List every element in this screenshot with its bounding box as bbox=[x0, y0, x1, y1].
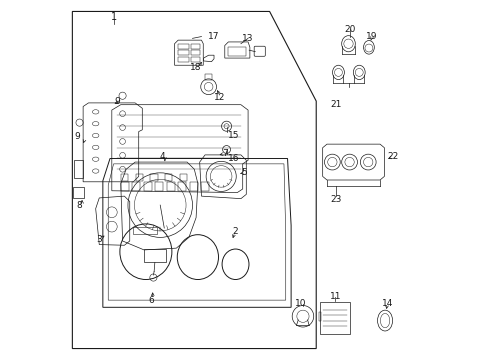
Bar bbox=[133, 227, 156, 234]
Text: 13: 13 bbox=[242, 34, 253, 43]
Bar bbox=[150, 174, 157, 181]
Text: 22: 22 bbox=[387, 152, 398, 161]
Text: 17: 17 bbox=[208, 32, 219, 41]
Text: 10: 10 bbox=[295, 299, 306, 308]
Bar bbox=[121, 174, 128, 181]
Text: 18: 18 bbox=[190, 63, 202, 72]
Text: 5: 5 bbox=[241, 168, 247, 177]
Text: 23: 23 bbox=[329, 195, 341, 204]
Text: 1: 1 bbox=[110, 12, 117, 22]
Bar bbox=[180, 174, 187, 181]
Bar bbox=[204, 74, 212, 80]
Bar bbox=[166, 182, 174, 191]
Text: 11: 11 bbox=[329, 292, 341, 301]
Bar bbox=[319, 302, 349, 334]
Text: 2: 2 bbox=[232, 228, 238, 237]
Text: 9: 9 bbox=[75, 132, 81, 141]
Bar bbox=[189, 182, 198, 191]
Text: 6: 6 bbox=[148, 296, 154, 305]
Bar bbox=[178, 182, 186, 191]
Bar bbox=[143, 182, 151, 191]
Bar bbox=[178, 57, 188, 62]
Text: 16: 16 bbox=[227, 154, 239, 163]
Bar bbox=[201, 182, 209, 191]
Text: 15: 15 bbox=[227, 131, 239, 140]
Bar bbox=[73, 187, 83, 198]
Bar bbox=[228, 47, 246, 56]
Bar bbox=[135, 174, 142, 181]
Text: 21: 21 bbox=[329, 100, 341, 109]
Text: 9: 9 bbox=[114, 96, 120, 105]
Bar bbox=[190, 44, 199, 49]
Bar bbox=[144, 249, 165, 262]
Bar bbox=[190, 57, 199, 62]
Text: 19: 19 bbox=[366, 32, 377, 41]
Text: 7: 7 bbox=[222, 149, 227, 158]
Text: 3: 3 bbox=[96, 235, 102, 244]
Bar bbox=[132, 182, 140, 191]
Text: 8: 8 bbox=[77, 201, 82, 210]
Bar bbox=[178, 50, 188, 55]
Bar bbox=[319, 312, 320, 320]
Bar bbox=[121, 182, 128, 191]
Bar bbox=[155, 182, 163, 191]
Bar bbox=[165, 174, 172, 181]
Text: 12: 12 bbox=[213, 93, 224, 102]
Text: 4: 4 bbox=[159, 152, 164, 161]
Bar bbox=[178, 44, 188, 49]
Text: 20: 20 bbox=[343, 25, 355, 34]
Text: 14: 14 bbox=[382, 299, 393, 308]
Bar bbox=[190, 50, 199, 55]
